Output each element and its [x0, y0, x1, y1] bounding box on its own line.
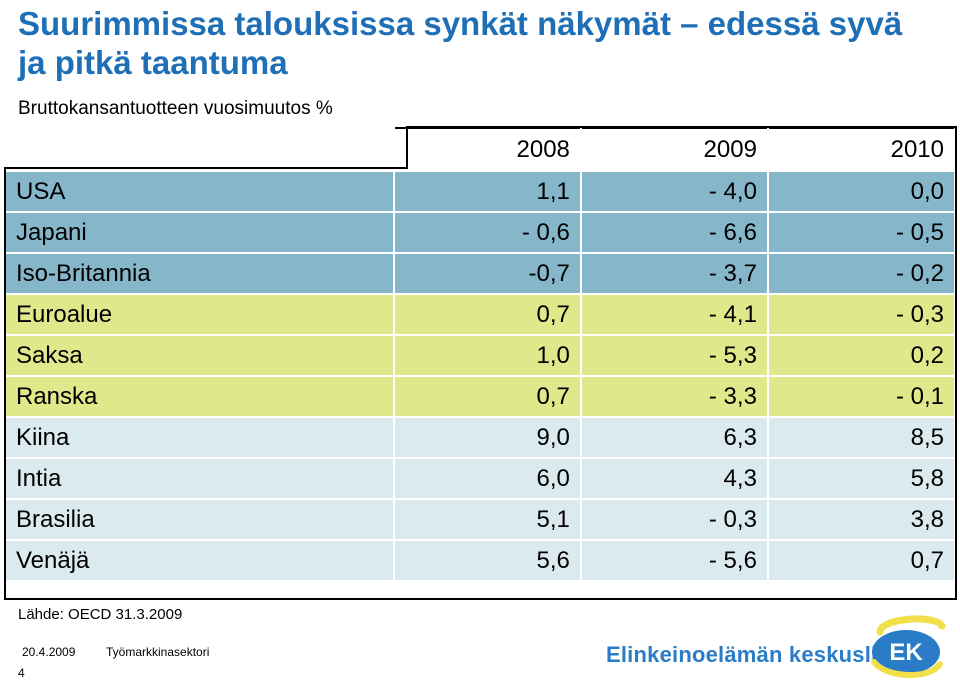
footer-date: 20.4.2009 — [22, 645, 76, 659]
value-cell: 0,7 — [392, 293, 582, 336]
table-row: Japani - 0,6- 6,6- 0,5 — [4, 211, 957, 254]
value-cell: - 4,1 — [579, 293, 769, 336]
logo-text: EK — [889, 639, 923, 666]
table-frame-left — [4, 167, 6, 599]
value-cell: - 0,5 — [766, 211, 957, 254]
value-cell: - 4,0 — [579, 170, 769, 213]
header-blank-cell — [5, 128, 395, 172]
ek-logo-icon: EK — [871, 615, 946, 678]
value-cell: - 5,3 — [579, 334, 769, 377]
table-body: USA 1,1- 4,0 0,0 Japani - 0,6- 6,6- 0,5 Iso-B… — [4, 170, 957, 582]
country-cell: Brasilia — [4, 498, 395, 541]
page-number: 4 — [18, 666, 25, 680]
value-cell: 0,7 — [766, 539, 957, 582]
value-cell: - 0,2 — [766, 252, 957, 295]
header-year-2008: 2008 — [392, 127, 582, 172]
value-cell: - 0,3 — [766, 293, 957, 336]
table-frame-right — [955, 126, 957, 599]
gdp-table: 2008 2009 2010 USA 1,1- 4,0 0,0 Japani - 0,6… — [4, 127, 957, 582]
table-frame-bottom — [4, 598, 957, 600]
footer-sector: Työmarkkinasektori — [106, 645, 210, 659]
value-cell: 1,1 — [392, 170, 582, 213]
table-row: Venäjä 5,6- 5,6 0,7 — [4, 539, 957, 582]
table-row: Saksa 1,0- 5,3 0,2 — [4, 334, 957, 377]
value-cell: 0,0 — [766, 170, 957, 213]
table-row: Intia 6,0 4,3 5,8 — [4, 457, 957, 500]
country-cell: Venäjä — [4, 539, 395, 582]
country-cell: Iso-Britannia — [4, 252, 395, 295]
country-cell: Euroalue — [4, 293, 395, 336]
table-header-row: 2008 2009 2010 — [5, 127, 957, 172]
value-cell: 5,8 — [766, 457, 957, 500]
table-row: USA 1,1- 4,0 0,0 — [4, 170, 957, 213]
value-cell: 5,1 — [392, 498, 582, 541]
value-cell: - 3,7 — [579, 252, 769, 295]
value-cell: 6,0 — [392, 457, 582, 500]
value-cell: 3,8 — [766, 498, 957, 541]
table-row: Kiina 9,0 6,3 8,5 — [4, 416, 957, 459]
page-title: Suurimmissa talouksissa synkät näkymät –… — [18, 5, 903, 81]
organization-name: Elinkeinoelämän keskusliitto — [606, 642, 913, 667]
value-cell: - 3,3 — [579, 375, 769, 418]
table-row: Ranska 0,7- 3,3- 0,1 — [4, 375, 957, 418]
country-cell: Japani — [4, 211, 395, 254]
country-cell: Saksa — [4, 334, 395, 377]
value-cell: 6,3 — [579, 416, 769, 459]
table-frame-top — [406, 126, 956, 128]
value-cell: 4,3 — [579, 457, 769, 500]
value-cell: 5,6 — [392, 539, 582, 582]
value-cell: - 6,6 — [579, 211, 769, 254]
country-cell: Intia — [4, 457, 395, 500]
country-cell: Kiina — [4, 416, 395, 459]
source-note: Lähde: OECD 31.3.2009 — [18, 606, 183, 623]
value-cell: 1,0 — [392, 334, 582, 377]
value-cell: 8,5 — [766, 416, 957, 459]
country-cell: USA — [4, 170, 395, 213]
table-row: Iso-Britannia -0,7- 3,7- 0,2 — [4, 252, 957, 295]
header-year-2010: 2010 — [766, 127, 957, 172]
table-subtitle: Bruttokansantuotteen vuosimuutos % — [18, 98, 333, 119]
value-cell: -0,7 — [392, 252, 582, 295]
value-cell: - 0,3 — [579, 498, 769, 541]
table-frame-top-left — [4, 167, 406, 169]
value-cell: - 5,6 — [579, 539, 769, 582]
table-frame-divider — [406, 126, 408, 169]
value-cell: 9,0 — [392, 416, 582, 459]
country-cell: Ranska — [4, 375, 395, 418]
value-cell: 0,7 — [392, 375, 582, 418]
table-row: Euroalue 0,7- 4,1- 0,3 — [4, 293, 957, 336]
header-year-2009: 2009 — [579, 127, 769, 172]
table-row: Brasilia 5,1- 0,3 3,8 — [4, 498, 957, 541]
value-cell: - 0,6 — [392, 211, 582, 254]
value-cell: - 0,1 — [766, 375, 957, 418]
value-cell: 0,2 — [766, 334, 957, 377]
